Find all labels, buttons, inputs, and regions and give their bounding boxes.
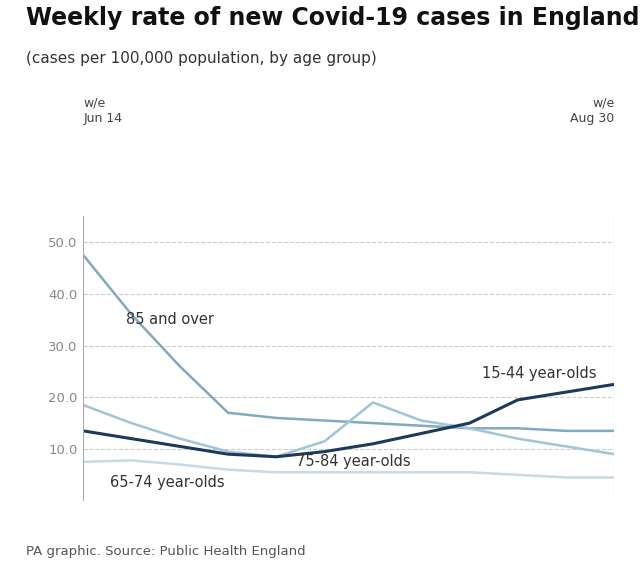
Text: 65-74 year-olds: 65-74 year-olds	[110, 475, 225, 490]
Text: w/e
Jun 14: w/e Jun 14	[83, 97, 122, 125]
Text: Weekly rate of new Covid-19 cases in England: Weekly rate of new Covid-19 cases in Eng…	[26, 6, 639, 30]
Text: w/e
Aug 30: w/e Aug 30	[570, 97, 614, 125]
Text: PA graphic. Source: Public Health England: PA graphic. Source: Public Health Englan…	[26, 545, 305, 558]
Text: 85 and over: 85 and over	[125, 312, 214, 327]
Text: 15-44 year-olds: 15-44 year-olds	[481, 366, 596, 381]
Text: 75-84 year-olds: 75-84 year-olds	[296, 455, 410, 469]
Text: (cases per 100,000 population, by age group): (cases per 100,000 population, by age gr…	[26, 51, 376, 66]
